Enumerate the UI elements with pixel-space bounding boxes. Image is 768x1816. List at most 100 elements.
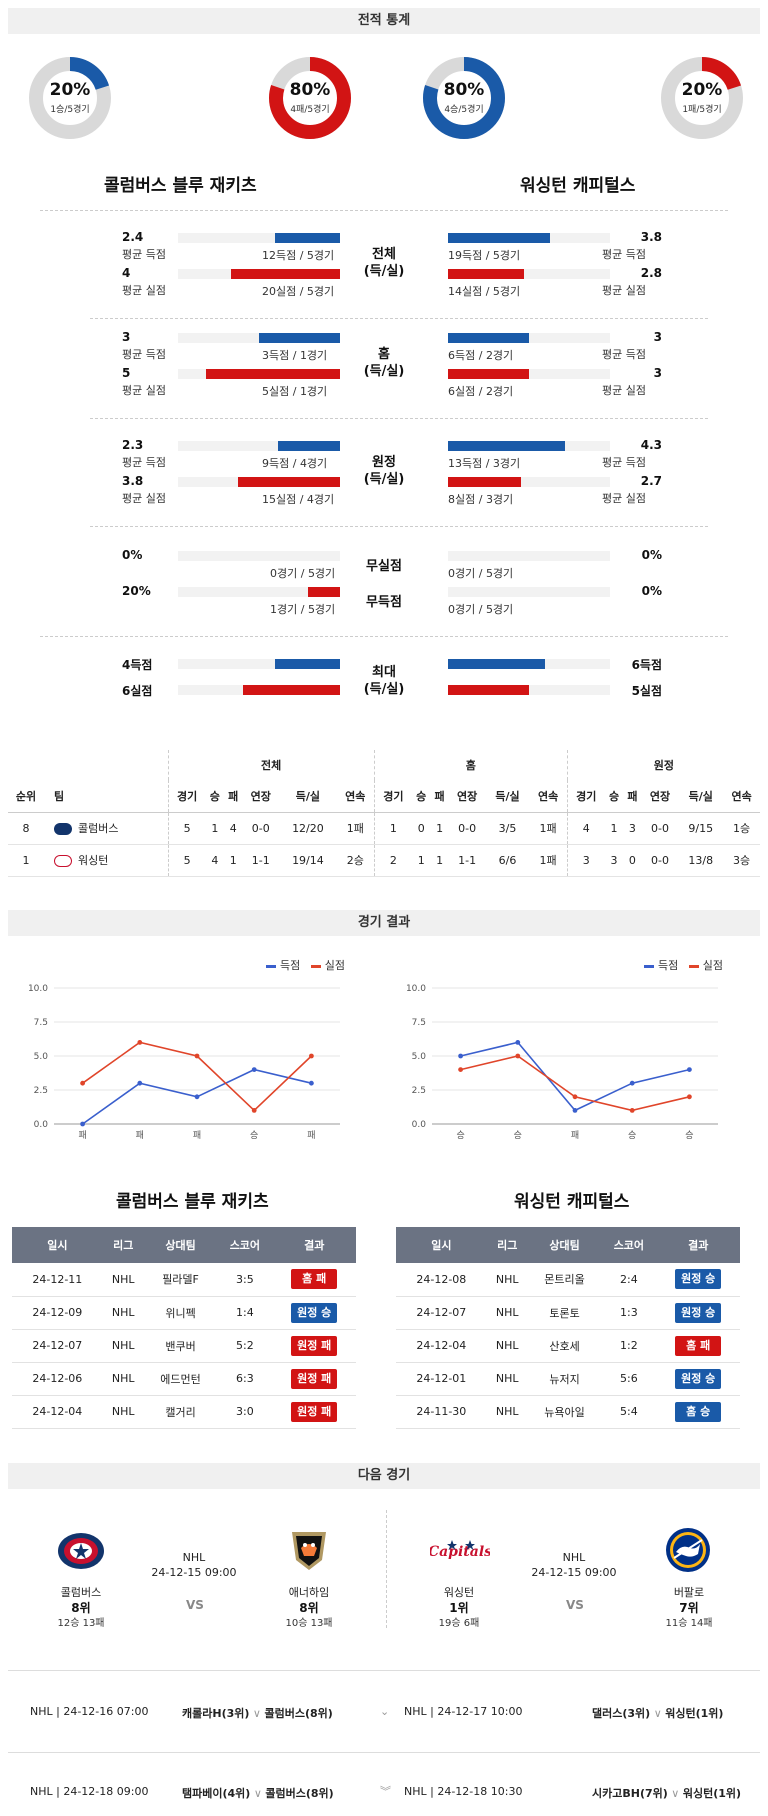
result-date: 24-12-07 [12,1329,103,1363]
chart2-legend: 득점 실점 [644,957,723,973]
table-row: 24-12-11 NHL 필라델F 3:5 홈 패 [12,1263,356,1297]
standings-col-header: 득/실 [678,780,724,813]
result-league: NHL [102,1263,144,1297]
donut-chart-icon [29,57,111,139]
stat-bar-track [448,659,610,669]
capitals-logo-text: Capitals [430,1544,490,1560]
standings-cell: 1 [205,812,225,845]
donut-pct: 20% [681,80,723,100]
data-point [515,1053,521,1059]
standings-col-header: 승 [205,780,225,813]
result-league: NHL [486,1329,528,1363]
result-date: 24-12-04 [396,1329,487,1363]
stat-bar-track [178,269,340,279]
stat-bar-track [448,369,610,379]
stat-value: 3.8 [122,474,144,488]
y-tick-label: 2.5 [34,1086,48,1096]
x-tick-label: 패 [193,1130,201,1141]
standings-cell: 1 [604,812,624,845]
vs-label: VS [186,1598,204,1612]
standings-table: 전체 홈 원정 순위 팀 경기 승 패 연장 득/실 연속 경기 승 패 연장 득/실 연속 경기 승 패 연장 득… [8,750,760,877]
result-opponent: 필라델F [143,1263,218,1297]
data-point [80,1080,85,1086]
result-badge: 홈 패 [675,1335,722,1356]
stat-group-label-sub: (득/실) [363,472,405,487]
upcoming-matchup[interactable]: 캐롤라H(3위) ∨ 콜럼버스(8위) [182,1705,333,1721]
stat-bar-track [448,333,610,343]
vs-mark: ∨ [653,1707,662,1720]
standings-cell: 4 [205,844,225,877]
table-row: 8 콜럼버스 5 1 4 0-0 12/20 1패 1 0 1 0-0 3/5 1패 4 1 3 0-0 9/15 1… [8,812,760,845]
y-tick-label: 7.5 [412,1018,426,1028]
data-point [458,1053,463,1059]
data-point [572,1108,578,1113]
table-row: 24-12-07 NHL 밴쿠버 5:2 원정 패 [12,1329,356,1363]
stat-bar [259,333,340,343]
stat-bar [448,441,565,451]
data-point [309,1053,314,1059]
upcoming-team: 워싱턴(1위) [665,1707,724,1720]
result-league: NHL [102,1395,144,1429]
stat-group-label: 홈 (득/실) [344,346,424,380]
next-team-name: 버팔로 [673,1586,705,1599]
results-header-row: 일시 리그 상대팀 스코어 결과 [12,1227,356,1263]
away-results-table: 일시 리그 상대팀 스코어 결과 24-12-08 NHL 몬트리올 2:4 원정 승 24-12-… [396,1227,740,1429]
stat-sub-label: 평균 실점 [122,284,166,297]
result-score: 1:2 [601,1329,657,1363]
donut-home-loss: 80% 4패/5경기 [268,56,352,140]
stat-bar [206,369,340,379]
result-opponent: 몬트리올 [527,1263,602,1297]
result-cell: 원정 승 [656,1263,740,1297]
legend-label: 실점 [702,959,723,972]
legend-label: 실점 [324,959,345,972]
next-game-info: NHL 24-12-15 09:00 [514,1550,634,1580]
result-opponent: 산호세 [527,1329,602,1363]
result-badge: 원정 승 [675,1368,722,1389]
upcoming-matchup[interactable]: 탬파베이(4위) ∨ 콜럼버스(8위) [182,1785,334,1801]
stat-bar-track [178,685,340,695]
standings-col-header: 득/실 [279,780,337,813]
stat-bar [448,269,524,279]
donut-record: 4패/5경기 [290,105,330,115]
results-col-header: 일시 [12,1227,103,1263]
upcoming-matchup[interactable]: 댈러스(3위) ∨ 워싱턴(1위) [592,1705,723,1721]
upcoming-matchup[interactable]: 시카고BH(7위) ∨ 워싱턴(1위) [592,1785,741,1801]
result-badge: 원정 패 [291,1335,338,1356]
result-date: 24-12-01 [396,1362,487,1396]
next-game-info: NHL 24-12-15 09:00 [134,1550,254,1580]
standings-cell: 1-1 [448,844,486,877]
section-header-next: 다음 경기 [8,1463,760,1489]
table-row: 24-11-30 NHL 뉴욕아일 5:4 홈 승 [396,1395,740,1429]
result-league: NHL [102,1329,144,1363]
x-tick-label: 승 [250,1130,258,1141]
donut-away-loss: 20% 1패/5경기 [660,56,744,140]
legend-line-icon [266,964,276,968]
vs-label: VS [566,1598,584,1612]
stat-detail: 6득점 / 2경기 [448,349,514,362]
stat-sub-label: 평균 득점 [602,348,646,361]
chevron-down-icon: ⌄ [380,1705,390,1718]
stat-group-label-main: 홈 [378,347,390,362]
blue-jackets-logo-icon [58,1533,104,1569]
standings-cell: 1승 [723,812,760,845]
data-point [687,1094,692,1100]
x-tick-label: 패 [571,1130,579,1141]
chart1-legend: 득점 실점 [266,957,345,973]
stat-bar-track [178,441,340,451]
next-team-rank: 7위 [679,1601,699,1615]
result-score: 1:3 [601,1296,657,1330]
table-row: 24-12-04 NHL 캘거리 3:0 원정 패 [12,1395,356,1429]
result-date: 24-12-07 [396,1296,487,1330]
data-point [629,1108,635,1113]
stat-bar-track [448,233,610,243]
standings-col-header: 연속 [529,780,568,813]
result-league: NHL [486,1362,528,1396]
standings-col-header: 연속 [723,780,760,813]
stat-value: 0% [641,584,662,598]
stat-group-label-main: 전체 [372,247,396,262]
stat-detail: 0경기 / 5경기 [270,567,336,580]
stat-bar [243,685,340,695]
stat-sub-label: 평균 실점 [602,492,646,505]
standings-col-header: 연장 [448,780,486,813]
results-col-header: 리그 [102,1227,144,1263]
